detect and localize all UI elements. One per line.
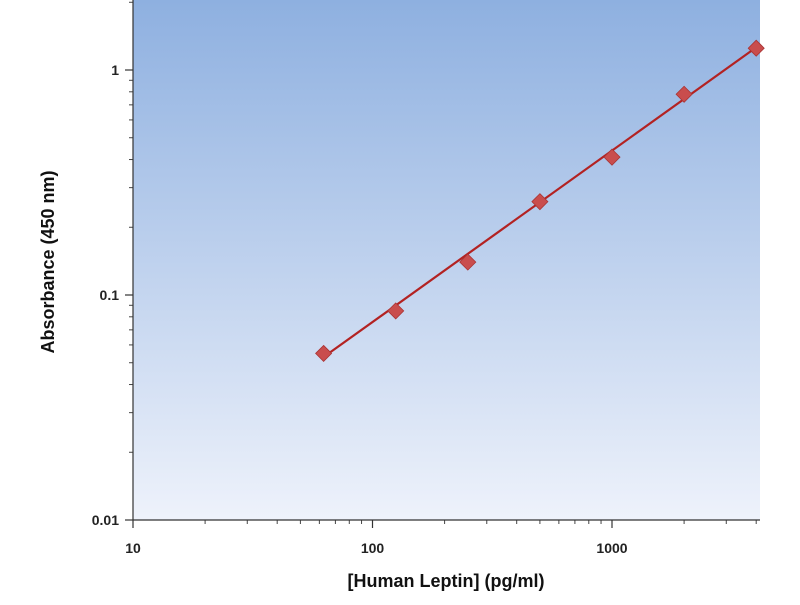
y-tick-label: 0.01 (92, 512, 119, 528)
data-point (315, 344, 333, 362)
major-ticks (125, 69, 613, 528)
data-point (603, 148, 621, 166)
tick-labels: 10 100 1000 0.01 0.1 1 (92, 62, 628, 556)
data-point (747, 39, 765, 57)
minor-ticks (129, 1, 757, 524)
data-point (459, 253, 477, 271)
x-tick-label: 100 (361, 540, 385, 556)
x-tick-label: 10 (125, 540, 141, 556)
y-tick-label: 0.1 (100, 287, 120, 303)
y-tick-label: 1 (111, 62, 119, 78)
y-axis-title: Absorbance (450 nm) (38, 170, 58, 353)
x-axis-title: [Human Leptin] (pg/ml) (348, 571, 545, 591)
data-point (531, 193, 549, 211)
data-point (387, 302, 405, 320)
plot-area (133, 0, 760, 520)
data-point (675, 85, 693, 103)
data-markers (315, 39, 765, 362)
x-tick-label: 1000 (596, 540, 627, 556)
